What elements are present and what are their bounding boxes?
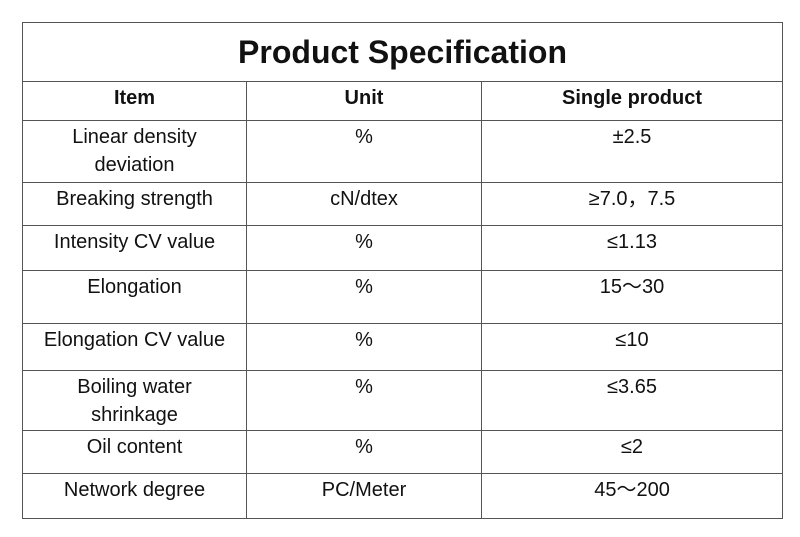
- table-row: Elongation% 15～30: [22, 270, 784, 324]
- table-cell: PC/Meter: [246, 473, 482, 519]
- column-header: Single product: [480, 81, 784, 121]
- table-cell: Linear density deviation: [22, 120, 247, 183]
- table-row: Breaking strength cN/dtex ≥7.0，7.5: [22, 182, 784, 226]
- table-cell: %: [246, 430, 482, 474]
- table-cell: cN/dtex: [246, 182, 482, 226]
- table-cell: Intensity CV value: [22, 225, 247, 271]
- table-cell: 45～200: [480, 473, 784, 519]
- table-cell: 15～30: [480, 270, 784, 324]
- table-cell: ≤10: [480, 323, 784, 371]
- table-row: Linear density deviation% ±2.5: [22, 120, 784, 183]
- spec-table: Product Specification Item Unit Single pro…: [21, 22, 784, 519]
- table-row: Oil content% ≤2: [22, 430, 784, 474]
- table-cell: ≥7.0，7.5: [480, 182, 784, 226]
- table-cell: %: [246, 270, 482, 324]
- table-cell: %: [246, 370, 482, 431]
- table-row: Intensity CV value% ≤1.13: [22, 225, 784, 271]
- table-cell: Elongation CV value: [22, 323, 247, 371]
- table-cell: %: [246, 120, 482, 183]
- table-row: Elongation CV value% ≤10: [22, 323, 784, 371]
- column-header: Item: [22, 81, 247, 121]
- table-row: Network degree PC/Meter 45～200: [22, 473, 784, 519]
- table-cell: Oil content: [22, 430, 247, 474]
- table-row: Boiling water shrinkage% ≤3.65: [22, 370, 784, 431]
- table-cell: ≤2: [480, 430, 784, 474]
- column-header: Unit: [246, 81, 482, 121]
- table-cell: %: [246, 225, 482, 271]
- table-cell: ±2.5: [480, 120, 784, 183]
- table-title: Product Specification: [21, 22, 784, 82]
- table-cell: Breaking strength: [22, 182, 247, 226]
- table-cell: Elongation: [22, 270, 247, 324]
- table-cell: Boiling water shrinkage: [22, 370, 247, 431]
- table-cell: Network degree: [22, 473, 247, 519]
- table-cell: ≤1.13: [480, 225, 784, 271]
- table-cell: ≤3.65: [480, 370, 784, 431]
- table-cell: %: [246, 323, 482, 371]
